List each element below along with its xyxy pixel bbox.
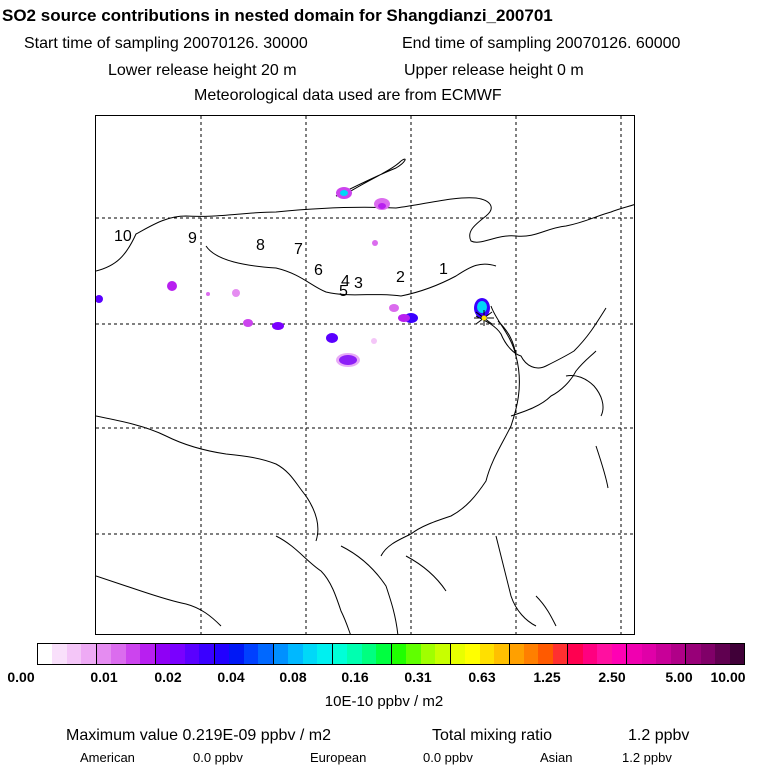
colorbar-swatch	[670, 644, 687, 664]
colorbar-swatch	[523, 644, 539, 664]
colorbar-unit-label: 10E-10 ppbv / m2	[324, 693, 444, 710]
colorbar-tick-label: 0.31	[404, 669, 432, 685]
colorbar-swatch	[715, 644, 730, 664]
colorbar-swatch	[317, 644, 333, 664]
colorbar-swatch	[361, 644, 377, 664]
colorbar-swatch	[509, 644, 524, 664]
colorbar-swatch	[347, 644, 362, 664]
colorbar-swatch	[155, 644, 171, 664]
colorbar-swatch	[229, 644, 244, 664]
colorbar-tick-label: 0.63	[468, 669, 496, 685]
european-value: 0.0 ppbv	[423, 750, 473, 765]
total-mixing-value: 1.2 ppbv	[628, 727, 690, 744]
upper-release-label: Upper release height 0 m	[404, 62, 584, 79]
map-panel: 10 9 8 7 6 4 5 3 2 1	[95, 115, 635, 635]
colorbar-swatch	[406, 644, 421, 664]
region-number: 5	[339, 283, 348, 300]
colorbar-swatch	[465, 644, 480, 664]
colorbar-swatch	[199, 644, 215, 664]
region-number: 9	[188, 230, 197, 247]
asian-label: Asian	[540, 750, 573, 765]
colorbar-tick-label: 0.02	[154, 669, 182, 685]
european-label: European	[310, 750, 367, 765]
coastlines	[96, 158, 634, 634]
colorbar-swatch	[52, 644, 67, 664]
colorbar-swatch	[729, 644, 745, 664]
colorbar-tick-label: 10.00	[710, 669, 746, 685]
colorbar-swatch	[288, 644, 303, 664]
colorbar-tick-label: 0.01	[90, 669, 118, 685]
region-number: 7	[294, 241, 303, 258]
met-data-label: Meteorological data used are from ECMWF	[194, 87, 502, 104]
colorbar-swatch	[435, 644, 451, 664]
colorbar-swatch	[450, 644, 466, 664]
region-number: 4	[341, 273, 350, 290]
colorbar-swatch	[420, 644, 436, 664]
region-number: 1	[439, 261, 448, 278]
colorbar-swatch	[332, 644, 348, 664]
receptor-dot	[481, 315, 487, 321]
colorbar-swatch	[656, 644, 671, 664]
max-value-label: Maximum value 0.219E-09 ppbv / m2	[66, 727, 332, 744]
colorbar-swatch	[700, 644, 716, 664]
colorbar-swatch	[582, 644, 598, 664]
colorbar-swatch	[125, 644, 141, 664]
colorbar-swatch	[686, 644, 701, 664]
colorbar-tick-label: 0.00	[7, 669, 35, 685]
colorbar-swatch	[641, 644, 657, 664]
colorbar-swatch	[479, 644, 495, 664]
colorbar-swatch	[538, 644, 553, 664]
colorbar-swatch	[627, 644, 642, 664]
colorbar-swatch	[170, 644, 185, 664]
colorbar-swatch	[81, 644, 97, 664]
colorbar-swatch	[611, 644, 628, 664]
concentration-spots	[96, 187, 490, 367]
american-value: 0.0 ppbv	[193, 750, 243, 765]
american-label: American	[80, 750, 135, 765]
region-number: 8	[256, 237, 265, 254]
colorbar	[37, 643, 745, 665]
colorbar-tick-label: 5.00	[665, 669, 693, 685]
colorbar-swatch	[38, 644, 53, 664]
colorbar-swatch	[273, 644, 289, 664]
colorbar-swatch	[391, 644, 407, 664]
colorbar-tick-label: 1.25	[533, 669, 561, 685]
colorbar-swatch	[111, 644, 126, 664]
colorbar-tick-label: 0.16	[341, 669, 369, 685]
colorbar-swatch	[96, 644, 112, 664]
region-number: 3	[354, 275, 363, 292]
colorbar-swatch	[494, 644, 510, 664]
colorbar-tick-label: 0.08	[279, 669, 307, 685]
colorbar-swatch	[66, 644, 82, 664]
region-number: 10	[114, 228, 132, 245]
colorbar-swatch	[243, 644, 259, 664]
map-drawing	[96, 116, 634, 634]
colorbar-swatch	[214, 644, 230, 664]
end-time-label: End time of sampling 20070126. 60000	[402, 35, 681, 52]
lat-lon-grid	[96, 116, 634, 634]
total-mixing-label: Total mixing ratio	[432, 727, 553, 744]
colorbar-swatch	[258, 644, 274, 664]
region-number: 6	[314, 262, 323, 279]
colorbar-swatch	[552, 644, 569, 664]
colorbar-swatch	[302, 644, 318, 664]
asian-value: 1.2 ppbv	[622, 750, 672, 765]
lower-release-label: Lower release height 20 m	[108, 62, 297, 79]
colorbar-swatch	[568, 644, 583, 664]
colorbar-swatch	[140, 644, 156, 664]
start-time-label: Start time of sampling 20070126. 30000	[24, 35, 308, 52]
colorbar-swatch	[597, 644, 612, 664]
colorbar-tick-label: 2.50	[598, 669, 626, 685]
colorbar-swatch	[376, 644, 392, 664]
colorbar-tick-label: 0.04	[217, 669, 245, 685]
colorbar-swatch	[184, 644, 200, 664]
plot-title: SO2 source contributions in nested domai…	[2, 6, 553, 25]
region-number: 2	[396, 269, 405, 286]
